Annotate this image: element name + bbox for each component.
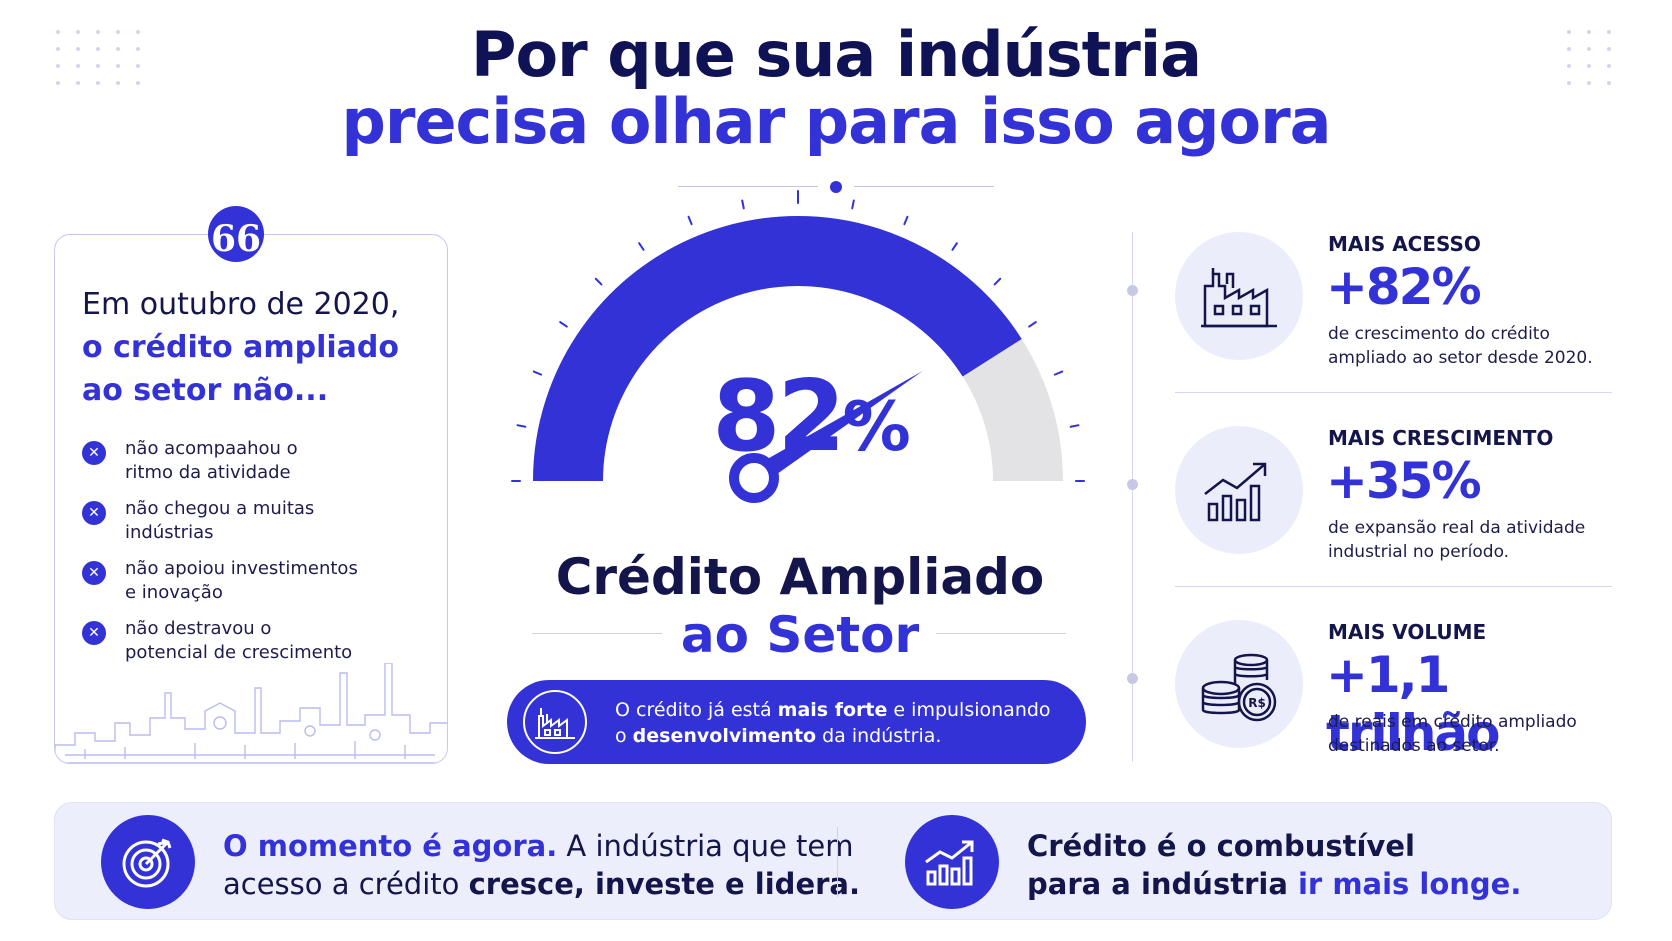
pill-text: O crédito já está mais forte e impulsion… [615,699,1051,747]
gauge-tick [951,242,958,251]
stat-label: MAIS VOLUME [1328,620,1487,644]
gauge-tick [532,370,543,376]
gauge-tick [1053,370,1064,376]
stat-value: +82% [1326,258,1482,316]
needle-pointer [748,370,923,487]
bottom-banner: O momento é agora. A indústria que tem a… [54,802,1612,920]
coins-icon: R$ [1175,620,1303,748]
list-item: ✕ não destravou o potencial de crescimento [82,617,402,677]
gauge-tick [1028,321,1037,328]
banner-right-text: Crédito é o combustível para a indústria… [1027,829,1522,901]
gauge-tick [638,242,645,251]
target-icon [101,815,195,909]
gauge-tick [851,199,855,210]
title-divider [678,181,994,193]
title-line-2: precisa olhar para isso agora [341,84,1331,158]
growth-chart-icon [905,815,999,909]
gauge-tick [559,321,568,328]
x-circle-icon: ✕ [82,561,106,585]
credit-gauge [511,190,1085,503]
decorative-dots-right [1567,30,1613,85]
context-card: Em outubro de 2020, o crédito ampliado a… [54,234,448,764]
gauge-needle [729,370,923,503]
growth-chart-icon [1175,426,1303,554]
card-heading: Em outubro de 2020, o crédito ampliado a… [82,283,442,412]
gauge-tick [516,424,527,428]
quote-icon: 66 [208,206,264,262]
gauge-tick [903,215,909,226]
factory-icon [1175,232,1303,360]
needle-hub [729,453,779,503]
credit-message-pill: O crédito já está mais forte e impulsion… [507,680,1086,764]
gauge-tick [1069,424,1080,428]
factory-icon [523,690,587,754]
gauge-tick [993,277,1002,286]
gauge-value: 82% [712,360,911,474]
decorative-dots-left [56,30,142,85]
svg-text:R$: R$ [1248,696,1266,710]
list-item: ✕ não apoiou investimentos e inovação [82,557,402,617]
title-line-1: Por que sua indústria [471,18,1202,91]
x-circle-icon: ✕ [82,501,106,525]
x-circle-icon: ✕ [82,621,106,645]
stat-access: MAIS ACESSO +82% de crescimento do crédi… [1175,232,1615,412]
issue-list: ✕ não acompaahou o ritmo da atividade ✕ não… [82,437,402,677]
card-heading-highlight-1: o crédito ampliado [82,330,400,365]
stat-description: de expansão real da atividade industrial … [1328,518,1586,562]
gauge-fill [533,216,1022,482]
stat-label: MAIS ACESSO [1328,232,1481,256]
industrial-skyline-illustration [55,663,447,763]
card-heading-date: Em outubro de 2020, [82,287,400,322]
stat-description: de reais em crédito ampliado destinados a… [1328,712,1577,756]
list-item: ✕ não chegou a muitas indústrias [82,497,402,557]
x-circle-icon: ✕ [82,441,106,465]
page-title: Por que sua indústria precisa olhar para… [0,18,1672,158]
stat-label: MAIS CRESCIMENTO [1328,426,1554,450]
stat-value: +1,1 trilhão [1326,646,1501,762]
stat-description: de crescimento do crédito ampliado ao set… [1328,324,1593,368]
gauge-title: Crédito Ampliado ao Setor [555,548,1045,664]
card-heading-highlight-2: ao setor não... [82,373,329,408]
stat-growth: MAIS CRESCIMENTO +35% de expansão real d… [1175,426,1615,606]
gauge-tick [594,277,603,286]
stat-value: +35% [1326,452,1482,510]
gauge-tick [741,199,745,210]
gauge-tick [687,215,693,226]
list-item: ✕ não acompaahou o ritmo da atividade [82,437,402,497]
stat-volume: R$ MAIS VOLUME +1,1 trilhão de reais em … [1175,620,1615,800]
banner-left-text: O momento é agora. A indústria que tem a… [223,829,860,901]
